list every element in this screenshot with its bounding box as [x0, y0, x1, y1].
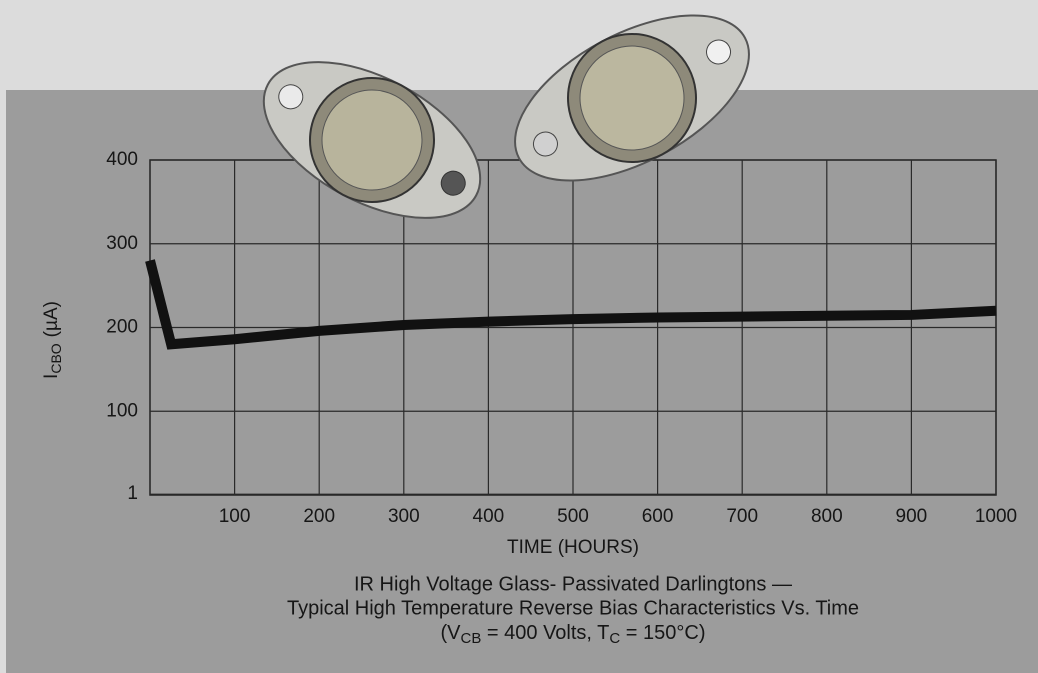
- x-tick-label: 1000: [975, 506, 1017, 527]
- caption-line: IR High Voltage Glass- Passivated Darlin…: [354, 573, 792, 595]
- caption-part: = 150°C): [620, 622, 705, 644]
- mount-hole: [706, 39, 732, 65]
- y-label-sub: CBO: [48, 343, 64, 373]
- y-tick-label: 200: [106, 317, 138, 338]
- transistor: [262, 61, 482, 219]
- caption-sub: CB: [461, 630, 482, 647]
- x-tick-label: 700: [726, 506, 758, 527]
- mount-hole: [278, 84, 304, 110]
- x-tick-label: 600: [642, 506, 674, 527]
- x-tick-label: 100: [219, 506, 251, 527]
- x-tick-label: 500: [557, 506, 589, 527]
- y-tick-label: 300: [106, 233, 138, 254]
- caption-line: Typical High Temperature Reverse Bias Ch…: [287, 597, 859, 619]
- mount-hole: [532, 131, 558, 157]
- caption-part: (V: [441, 622, 462, 644]
- x-axis-label: TIME (HOURS): [507, 537, 639, 558]
- x-tick-label: 800: [811, 506, 843, 527]
- y-tick-label: 100: [106, 400, 138, 421]
- x-tick-label: 200: [303, 506, 335, 527]
- y-label-unit: (µA): [41, 301, 62, 337]
- y-tick-label: 400: [106, 149, 138, 170]
- panel: [6, 90, 1038, 673]
- transistor-top: [321, 89, 423, 191]
- y-axis-label: ICBO (µA): [41, 301, 64, 379]
- transistor-top: [579, 45, 685, 151]
- x-tick-label: 900: [896, 506, 928, 527]
- caption-part: = 400 Volts, T: [481, 622, 609, 644]
- mount-hole: [440, 170, 466, 196]
- caption-sub: C: [609, 630, 620, 647]
- y-tick-label: 1: [127, 483, 138, 504]
- y-label-main: I: [41, 374, 62, 379]
- transistor: [514, 14, 750, 182]
- x-tick-label: 400: [473, 506, 505, 527]
- x-tick-label: 300: [388, 506, 420, 527]
- photos: [262, 14, 750, 219]
- data-line: [145, 259, 997, 350]
- caption-line: (VCB = 400 Volts, TC = 150°C): [441, 622, 706, 647]
- plot: 1 100 200 300 400 100 200 300 400 500 600 700 800 900…: [106, 149, 1017, 527]
